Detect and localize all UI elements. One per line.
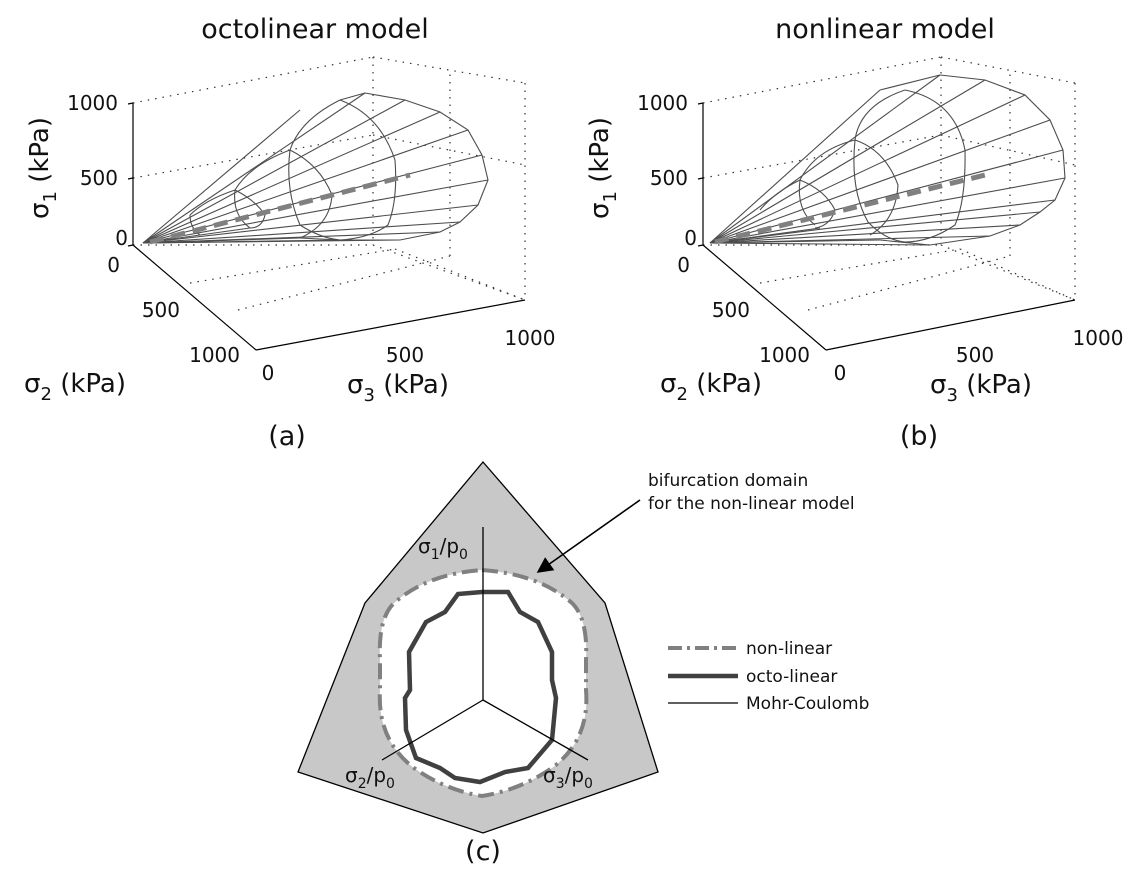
panel-a-x-tick-1000: 1000 — [505, 326, 556, 350]
panel-b-box-grid — [702, 56, 1076, 311]
panel-a-caption: (a) — [268, 421, 306, 452]
panel-b-z-axis-label: σ1 (kPa) — [585, 117, 621, 219]
panel-a-z-tick-0: 0 — [115, 226, 128, 250]
panel-b-z-tick-1000: 1000 — [637, 91, 688, 115]
octo-linear-curve — [402, 589, 559, 785]
legend-label-non-linear: non-linear — [746, 639, 832, 659]
panel-a: octolinear model — [24, 14, 555, 452]
panel-b-x-axis-label: σ3 (kPa) — [930, 370, 1032, 406]
panel-b: nonlinear model — [585, 14, 1123, 452]
panel-b-z-tick-500: 500 — [650, 166, 688, 190]
principal-stress-axes — [381, 527, 589, 761]
panel-b-caption: (b) — [900, 421, 938, 452]
panel-a-y-tick-1000: 1000 — [189, 343, 240, 367]
axis-label-sigma3: σ3/p0 — [543, 763, 593, 792]
panel-b-x-tick-500: 500 — [956, 343, 994, 367]
panel-b-title: nonlinear model — [775, 14, 995, 45]
panel-a-space-diagonal — [149, 172, 411, 245]
legend-label-mohr-coulomb: Mohr-Coulomb — [746, 694, 869, 714]
panel-a-x-axis-label: σ3 (kPa) — [347, 370, 449, 406]
annotation-line-2: for the non-linear model — [648, 494, 855, 514]
panel-b-x-tick-0: 0 — [834, 361, 847, 385]
legend: non-linear octo-linear Mohr-Coulomb — [668, 639, 869, 714]
panel-a-title: octolinear model — [201, 14, 429, 45]
panel-b-y-tick-1000: 1000 — [759, 343, 810, 367]
panel-c-caption: (c) — [465, 836, 501, 867]
panel-c: σ1/p0 σ2/p0 σ3/p0 bifurcation domain for… — [297, 460, 869, 867]
annotation-line-1: bifurcation domain — [648, 471, 808, 491]
panel-a-y-tick-0: 0 — [107, 253, 120, 277]
axis-label-sigma2: σ2/p0 — [345, 763, 395, 792]
panel-b-space-diagonal — [714, 172, 986, 245]
panel-a-z-tick-1000: 1000 — [67, 91, 118, 115]
panel-a-axes — [127, 102, 526, 351]
panel-b-x-tick-1000: 1000 — [1073, 326, 1124, 350]
legend-label-octo-linear: octo-linear — [746, 667, 837, 687]
axis-label-sigma1: σ1/p0 — [418, 534, 468, 563]
panel-a-z-axis-label: σ1 (kPa) — [25, 117, 61, 219]
panel-a-y-tick-500: 500 — [142, 298, 180, 322]
panel-b-z-tick-0: 0 — [684, 226, 697, 250]
panel-b-y-tick-0: 0 — [677, 253, 690, 277]
panel-b-axes — [697, 102, 1076, 351]
panel-b-y-tick-500: 500 — [712, 298, 750, 322]
panel-b-y-axis-label: σ2 (kPa) — [660, 369, 762, 405]
annotation-arrow — [536, 499, 641, 573]
panel-a-x-tick-0: 0 — [262, 361, 275, 385]
panel-a-yield-surface-mesh — [142, 92, 489, 244]
panel-a-x-tick-500: 500 — [386, 343, 424, 367]
panel-a-box-grid — [132, 56, 526, 311]
panel-a-z-tick-500: 500 — [80, 166, 118, 190]
panel-b-yield-surface-mesh — [709, 74, 1066, 246]
panel-a-y-axis-label: σ2 (kPa) — [24, 369, 126, 405]
